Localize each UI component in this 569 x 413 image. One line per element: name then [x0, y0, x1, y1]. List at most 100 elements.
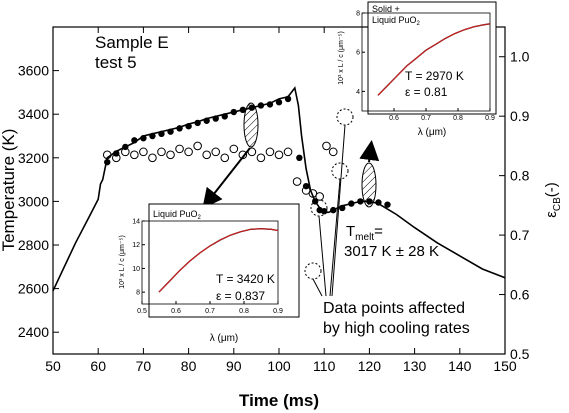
- emissivity-point: [229, 144, 239, 154]
- emissivity-point: [292, 177, 302, 186]
- inset-solid-frame: [367, 1, 497, 115]
- emissivity-point: [139, 147, 148, 157]
- temperature-point: [158, 130, 165, 138]
- inset-solid-ylabel: 10³ x L / c (μm⁻⁵): [338, 31, 345, 85]
- temperature-point: [348, 200, 355, 207]
- inset-liquid-fit-curve: [158, 228, 279, 293]
- arrow-to-solid-inset: [359, 140, 380, 163]
- affected-text-line2: by high cooling rates: [323, 320, 470, 337]
- y-tick-label: 3000: [18, 193, 49, 209]
- emissivity-point: [121, 147, 130, 157]
- inset-solid-bg: [368, 2, 496, 114]
- inset-solid-x-tick-label: 0.7: [421, 115, 431, 122]
- inset-liquid-x-tick-label: 0.8: [239, 308, 249, 315]
- temperature-point: [357, 198, 364, 205]
- temperature-point: [149, 132, 156, 140]
- arrow-to-liquid-inset: [202, 147, 251, 209]
- tmelt-label: T: [346, 223, 355, 240]
- y2-label-sub: CB: [552, 197, 563, 211]
- inset-liquid-y-tick-label: 12: [132, 242, 140, 249]
- inset-liquid-title-sub: 2: [198, 215, 202, 221]
- tmelt-sub: melt: [355, 232, 374, 243]
- temperature-point: [212, 115, 219, 122]
- inset-solid-xlabel: λ (μm): [418, 127, 447, 138]
- svg-text:εCB(-): εCB(-): [543, 182, 563, 218]
- inset-solid-title-2: Liquid PuO: [372, 15, 417, 25]
- x-tick-label: 60: [90, 358, 106, 374]
- temperature-point: [113, 150, 120, 157]
- emissivity-point: [274, 150, 284, 160]
- tmelt-value: 3017 K ± 28 K: [344, 243, 439, 260]
- temperature-point: [221, 113, 228, 120]
- x-axis-label: Time (ms): [239, 391, 319, 410]
- x-tick-label: 100: [267, 358, 291, 374]
- tmelt-eq: =: [374, 223, 383, 240]
- inset-solid-fit-curve: [377, 23, 491, 96]
- inset-liquid-y-tick-label: 14: [132, 219, 140, 226]
- temperature-point: [167, 128, 174, 135]
- hatched-region-right: [361, 162, 377, 208]
- y2-tick-label: 1.0: [510, 49, 530, 65]
- emissivity-point: [202, 150, 211, 160]
- emissivity-point: [111, 153, 121, 163]
- affected-pointer-lines: [312, 124, 346, 297]
- inset-solid-y-tick-label: 6: [356, 50, 360, 57]
- x-tick-label: 130: [403, 358, 427, 374]
- emissivity-point: [211, 147, 221, 157]
- inset-solid-title-1: Solid +: [372, 4, 400, 14]
- x-tick-label: 150: [493, 358, 517, 374]
- emissivity-point: [184, 147, 193, 157]
- x-tick-label: 120: [358, 358, 382, 374]
- temperature-point: [375, 199, 382, 206]
- temperature-point: [203, 117, 210, 124]
- inset-solid-y-tick-label: 4: [356, 89, 360, 96]
- inset-liquid-x-tick-label: 0.7: [205, 308, 215, 315]
- emissivity-point: [102, 150, 112, 160]
- affected-text-line1: Data points affected: [323, 300, 465, 317]
- temperature-point: [104, 158, 111, 166]
- emissivity-point: [283, 147, 293, 157]
- inset-liquid-title: Liquid PuO: [153, 209, 198, 219]
- y-tick-label: 2400: [18, 324, 49, 340]
- y2-tick-label: 0.6: [510, 287, 530, 303]
- temperature-point: [140, 134, 147, 142]
- y2-tick-label: 0.5: [510, 346, 530, 362]
- inset-liquid-x-tick-label: 0.9: [273, 308, 283, 315]
- emissivity-point: [328, 147, 338, 157]
- temperature-point: [384, 201, 391, 208]
- inset-liquid-frame: [148, 203, 300, 318]
- temperature-point: [330, 206, 337, 214]
- affected-marker: [336, 108, 354, 126]
- y2-label-main: ε: [543, 211, 560, 218]
- inset-solid-x-tick-label: 0.6: [389, 115, 399, 122]
- temperature-point: [339, 204, 346, 212]
- inset-liquid-puo2: Liquid PuO2 0.5 0.6 0.7 0.8 0.9 8 10 12 14 T = 3…: [119, 203, 300, 344]
- inset-solid-eps: ε = 0.81: [405, 85, 448, 99]
- temperature-point: [239, 106, 247, 114]
- temperature-point: [284, 95, 292, 103]
- inset-liquid-xlabel: λ (μm): [210, 333, 239, 344]
- sample-label-1: Sample E: [95, 33, 169, 52]
- affected-marker: [304, 262, 322, 280]
- main-axes: 50 60 70 80 90 100 110 120 130 140 150 2400 2600 2800…: [18, 27, 530, 374]
- emissivity-point: [130, 150, 139, 160]
- temperature-point: [230, 108, 237, 116]
- y2-label-suffix: (-): [543, 182, 560, 197]
- y-tick-label: 3600: [18, 63, 49, 79]
- sample-label-2: test 5: [95, 53, 137, 72]
- x-tick-label: 50: [45, 358, 61, 374]
- emissivity-point: [265, 147, 275, 157]
- inset-liquid-x-tick-label: 0.5: [137, 308, 147, 315]
- emissivity-point: [322, 141, 331, 151]
- emissivity-point: [157, 147, 166, 157]
- temperature-point: [176, 125, 183, 132]
- x-tick-label: 140: [448, 358, 472, 374]
- temperature-point: [257, 102, 265, 109]
- inset-solid-T: T = 2970 K: [405, 69, 464, 83]
- x-tick-label: 70: [136, 358, 152, 374]
- temperature-point: [266, 101, 274, 108]
- inset-liquid-marks: 0.5 0.6 0.7 0.8 0.9 8 10 12 14: [132, 219, 283, 316]
- affected-marker: [331, 162, 349, 180]
- inset-liquid-y-tick-label: 8: [136, 290, 140, 297]
